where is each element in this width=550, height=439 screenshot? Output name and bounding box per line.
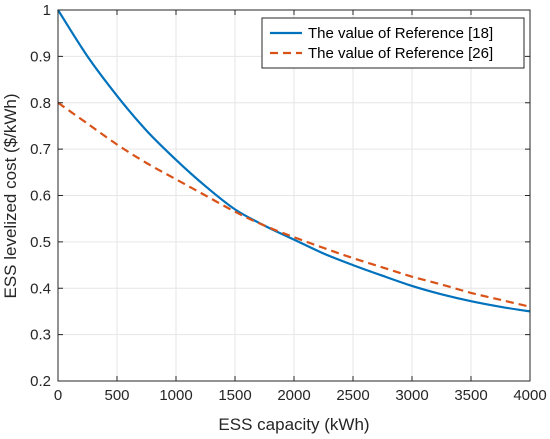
x-tick-label: 2000: [277, 387, 310, 404]
y-tick-label: 0.3: [30, 327, 51, 344]
x-tick-label: 3000: [395, 387, 428, 404]
x-tick-label: 2500: [336, 387, 369, 404]
series-layer: [57, 9, 531, 313]
y-axis-label: ESS levelized cost ($/kWh): [1, 93, 20, 298]
x-tick-label: 4000: [513, 387, 546, 404]
y-tick-label: 0.9: [30, 48, 51, 65]
series-line-1: [57, 9, 531, 313]
y-tick-label: 0.8: [30, 95, 51, 112]
y-tick-label: 0.7: [30, 141, 51, 158]
legend-box: [261, 17, 525, 69]
ticks: 0 500 1000 1500 2000 2500 3000 3500 4000 0.2 0.3 0.…: [30, 2, 547, 404]
x-tick-label: 0: [54, 387, 62, 404]
x-axis-label: ESS capacity (kWh): [218, 415, 369, 434]
legend-label-1: The value of Reference [18]: [308, 25, 493, 42]
x-tick-label: 1500: [218, 387, 251, 404]
x-tick-label: 1000: [159, 387, 192, 404]
y-tick-label: 0.4: [30, 280, 51, 297]
x-tick-label: 3500: [454, 387, 487, 404]
x-tick-label: 500: [104, 387, 129, 404]
series-line-2: [57, 101, 531, 308]
y-tick-label: 0.2: [30, 373, 51, 390]
y-tick-label: 0.6: [30, 188, 51, 205]
y-tick-label: 0.5: [30, 234, 51, 251]
legend: The value of Reference [18] The value of …: [261, 17, 525, 69]
legend-label-2: The value of Reference [26]: [308, 45, 493, 62]
y-tick-label: 1: [43, 2, 51, 19]
